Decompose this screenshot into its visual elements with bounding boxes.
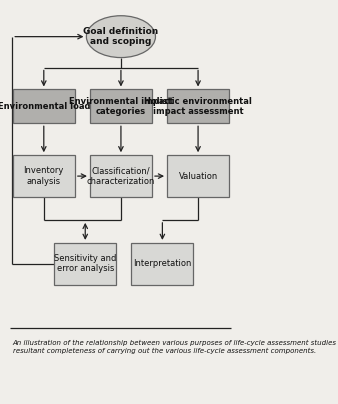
FancyBboxPatch shape <box>167 155 229 197</box>
FancyBboxPatch shape <box>90 155 152 197</box>
Ellipse shape <box>87 16 155 57</box>
FancyBboxPatch shape <box>13 89 75 123</box>
FancyBboxPatch shape <box>54 243 116 285</box>
Text: Environmental impact
categories: Environmental impact categories <box>69 97 173 116</box>
Text: An illustration of the relationship between various purposes of life-cycle asses: An illustration of the relationship betw… <box>13 339 338 354</box>
Text: Classification/
characterization: Classification/ characterization <box>87 166 155 186</box>
FancyBboxPatch shape <box>167 89 229 123</box>
Text: Environmental load: Environmental load <box>0 102 90 111</box>
Text: Valuation: Valuation <box>178 172 218 181</box>
FancyBboxPatch shape <box>13 155 75 197</box>
Text: Holistic environmental
impact assessment: Holistic environmental impact assessment <box>144 97 252 116</box>
FancyBboxPatch shape <box>131 243 193 285</box>
Text: Inventory
analysis: Inventory analysis <box>24 166 64 186</box>
Text: Goal definition
and scoping: Goal definition and scoping <box>83 27 159 46</box>
Text: Sensitivity and
error analysis: Sensitivity and error analysis <box>54 254 116 274</box>
FancyBboxPatch shape <box>90 89 152 123</box>
Text: Interpretation: Interpretation <box>133 259 192 268</box>
